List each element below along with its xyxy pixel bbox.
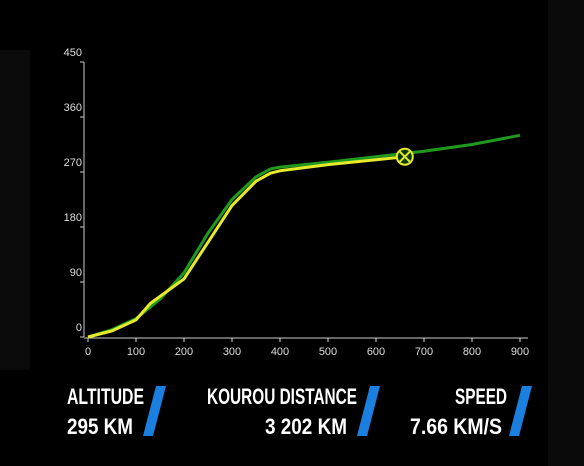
y-tick-label: 180 [64,212,82,224]
telemetry-label: SPEED [455,384,507,409]
telemetry-label: ALTITUDE [67,384,144,409]
x-tick-label: 800 [463,346,481,358]
side-panel [0,50,30,370]
x-tick-label: 500 [319,346,337,358]
slash-icon [509,386,532,436]
y-tick-label: 360 [64,102,82,114]
x-tick-label: 900 [511,346,529,358]
trajectory-line [87,155,405,339]
marker-cross [399,151,411,163]
telemetry-value: 7.66 KM/S [410,414,502,439]
y-tick-label: 450 [64,47,82,59]
slash-icon [143,386,166,436]
x-tick-label: 200 [175,346,193,358]
x-tick-label: 400 [271,346,289,358]
telemetry: ALTITUDE 295 KM KOUROU DISTANCE 3 202 KM… [67,384,532,439]
y-tick-label: 0 [76,322,82,334]
x-tick-label: 700 [415,346,433,358]
x-tick-label: 600 [367,346,385,358]
telemetry-value: 295 KM [67,414,133,439]
side-panel [548,0,584,466]
x-tick-label: 0 [85,346,91,358]
slash-icon [357,386,380,436]
y-tick-label: 90 [70,267,82,279]
x-tick-label: 100 [127,346,145,358]
telemetry-value: 3 202 KM [265,414,347,439]
x-tick-label: 300 [223,346,241,358]
y-tick-label: 270 [64,157,82,169]
telemetry-label: KOUROU DISTANCE [207,384,357,409]
